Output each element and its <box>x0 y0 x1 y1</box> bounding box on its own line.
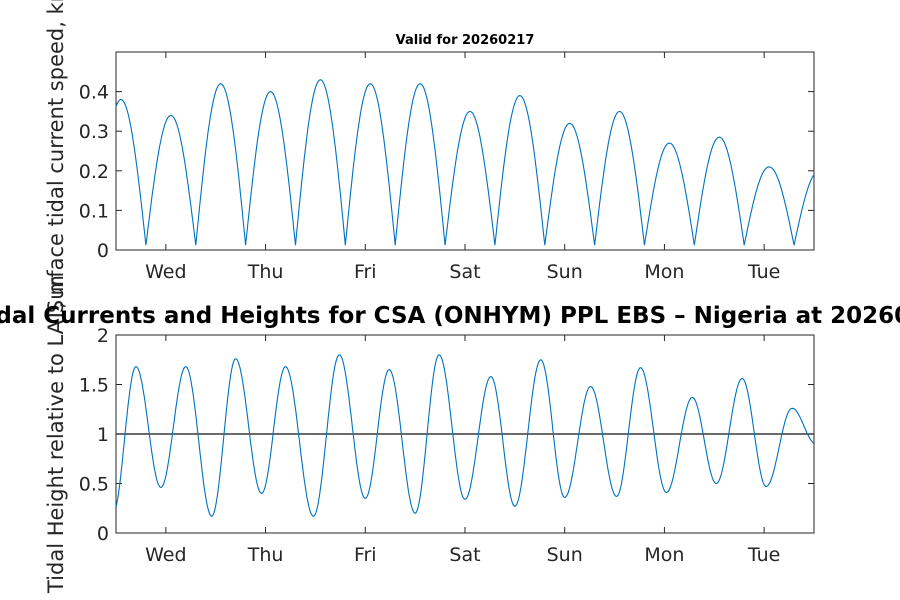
current-panel-title: Valid for 20260217 <box>396 33 535 48</box>
current-xtick-label: Mon <box>644 261 684 283</box>
height-ytick-label: 0.5 <box>79 474 109 496</box>
current-speed-panel: Valid for 20260217 0 0.1 0.2 0.3 0.4 Wed Thu Fr… <box>44 0 815 313</box>
height-ytick-label: 1 <box>97 424 109 446</box>
current-ytick-label: 0.3 <box>79 121 109 143</box>
height-xtick-label: Sat <box>449 544 480 566</box>
current-ytick-label: 0.1 <box>79 200 109 222</box>
current-xtick-label: Wed <box>145 261 186 283</box>
current-marks: 0 0.1 0.2 0.3 0.4 Wed Thu Fri Sat Sun Mon Tue <box>79 52 815 283</box>
current-ytick-label: 0 <box>97 240 109 262</box>
height-xtick-label: Thu <box>247 544 284 566</box>
height-ytick-label: 2 <box>97 325 109 347</box>
current-ytick-label: 0.4 <box>79 82 109 104</box>
current-plot-area <box>115 51 815 251</box>
current-xtick-label: Tue <box>747 261 780 283</box>
height-xtick-label: Tue <box>747 544 780 566</box>
current-xtick-label: Thu <box>247 261 284 283</box>
height-series-line <box>115 354 814 517</box>
current-xtick-label: Fri <box>354 261 377 283</box>
height-panel-title: Tidal Currents and Heights for CSA (ONHY… <box>0 303 900 329</box>
current-xtick-label: Sun <box>547 261 583 283</box>
height-marks: 0 0.5 1 1.5 2 Wed Thu Fri Sat Sun Mon Tue <box>79 325 814 566</box>
height-xtick-label: Wed <box>145 544 186 566</box>
height-xtick-label: Mon <box>644 544 684 566</box>
height-ytick-label: 0 <box>97 523 109 545</box>
height-xtick-label: Sun <box>547 544 583 566</box>
current-y-axis-label: Surface tidal current speed, kn <box>44 0 68 313</box>
tidal-height-panel: 0 0.5 1 1.5 2 Wed Thu Fri Sat Sun Mon Tue Tidal Hei… <box>0 275 900 594</box>
current-xtick-label: Sat <box>449 261 480 283</box>
height-y-axis-label: Tidal Height relative to LAT, m <box>44 275 68 594</box>
height-xtick-label: Fri <box>354 544 377 566</box>
current-series-line <box>115 79 815 246</box>
current-ytick-label: 0.2 <box>79 161 109 183</box>
height-ytick-label: 1.5 <box>79 375 109 397</box>
